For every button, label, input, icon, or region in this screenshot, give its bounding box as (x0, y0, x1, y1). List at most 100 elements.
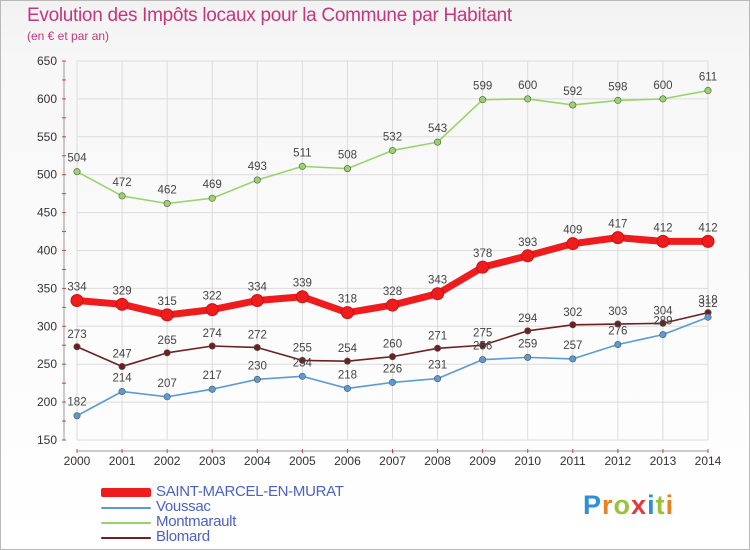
x-tick-label: 2012 (605, 454, 632, 468)
x-tick-label: 2003 (199, 454, 226, 468)
y-tick-label: 650 (37, 54, 57, 68)
legend-label: SAINT-MARCEL-EN-MURAT (156, 483, 344, 500)
data-point (298, 372, 306, 380)
data-label: 599 (473, 81, 492, 93)
data-label: 259 (518, 338, 537, 350)
data-point (73, 412, 81, 420)
data-point (479, 341, 487, 349)
chart-title: Evolution des Impôts locaux pour la Comm… (27, 5, 512, 26)
data-point (343, 384, 351, 392)
data-label: 393 (518, 237, 537, 249)
data-point (205, 303, 219, 317)
data-label: 315 (158, 296, 177, 308)
data-label: 339 (293, 278, 312, 290)
data-point (343, 357, 351, 365)
data-point (434, 138, 442, 146)
data-label: 260 (383, 339, 402, 351)
data-label: 417 (608, 219, 627, 231)
data-label: 217 (203, 370, 222, 382)
y-tick-label: 150 (37, 433, 57, 447)
x-tick-label: 2013 (650, 454, 677, 468)
data-point (343, 165, 351, 173)
data-label: 207 (158, 378, 177, 390)
data-label: 272 (248, 330, 267, 342)
x-tick-label: 2001 (109, 454, 136, 468)
legend-swatch (101, 506, 151, 509)
proxiti-logo: Proxiti (583, 490, 674, 521)
x-tick-label: 2002 (154, 454, 181, 468)
data-label: 226 (383, 363, 402, 375)
data-label: 504 (67, 153, 87, 165)
data-label: 318 (338, 294, 357, 306)
data-point (566, 237, 580, 251)
line-chart: 150 200 250 300 350 400 450 500 550 600 650 2000 200… (37, 54, 722, 468)
logo-letter: x (631, 490, 648, 520)
data-point (614, 320, 622, 328)
data-point (208, 385, 216, 393)
legend-label: Blomard (156, 528, 210, 545)
data-point (701, 234, 715, 248)
logo-letter: o (613, 490, 632, 520)
data-label: 598 (608, 81, 627, 93)
data-point (434, 375, 442, 383)
data-point (386, 298, 399, 312)
logo-letter: i (647, 490, 656, 520)
data-label: 343 (428, 275, 447, 287)
data-label: 592 (563, 86, 582, 98)
data-label: 543 (428, 123, 447, 135)
data-label: 312 (698, 298, 717, 310)
data-label: 412 (698, 222, 717, 234)
data-point (208, 194, 216, 202)
data-label: 234 (293, 357, 313, 369)
data-point (298, 356, 306, 364)
data-point (476, 260, 490, 274)
data-label: 254 (338, 343, 358, 355)
data-label: 532 (383, 131, 402, 143)
data-label: 412 (653, 222, 672, 234)
data-point (163, 200, 171, 208)
legend-swatch (101, 521, 151, 524)
legend-swatch (101, 536, 151, 539)
data-label: 600 (518, 80, 537, 92)
data-label: 329 (112, 285, 131, 297)
data-label: 294 (518, 313, 538, 325)
data-label: 265 (158, 335, 177, 347)
data-label: 493 (248, 161, 267, 173)
data-point (208, 342, 216, 350)
y-tick-label: 350 (37, 281, 57, 295)
data-label: 462 (158, 185, 177, 197)
data-label: 218 (338, 369, 357, 381)
x-tick-label: 2008 (424, 454, 451, 468)
data-point (298, 162, 306, 170)
data-label: 231 (428, 360, 447, 372)
data-label: 255 (293, 342, 312, 354)
data-point (704, 313, 712, 321)
x-tick-label: 2009 (469, 454, 496, 468)
data-point (388, 378, 396, 386)
data-label: 276 (608, 325, 627, 337)
data-point (659, 95, 667, 103)
data-point (659, 331, 667, 339)
data-label: 469 (203, 179, 222, 191)
data-label: 304 (653, 305, 673, 317)
logo-letter: i (665, 490, 675, 520)
y-tick-label: 300 (37, 319, 57, 333)
data-label: 256 (473, 341, 492, 353)
data-label: 318 (698, 295, 717, 307)
data-label: 409 (563, 225, 582, 237)
chart-subtitle: (en € et par an) (27, 29, 110, 43)
y-tick-label: 550 (37, 130, 57, 144)
data-point (115, 297, 129, 311)
data-label: 273 (67, 329, 86, 341)
data-point (524, 95, 532, 103)
data-point (163, 349, 171, 357)
y-tick-label: 250 (37, 357, 57, 371)
data-label: 334 (67, 282, 87, 294)
data-point (388, 146, 396, 154)
data-point (163, 393, 171, 401)
data-label: 230 (248, 360, 267, 372)
data-label: 271 (428, 330, 447, 342)
data-point (614, 340, 622, 348)
legend-label: Montmarault (156, 513, 237, 530)
